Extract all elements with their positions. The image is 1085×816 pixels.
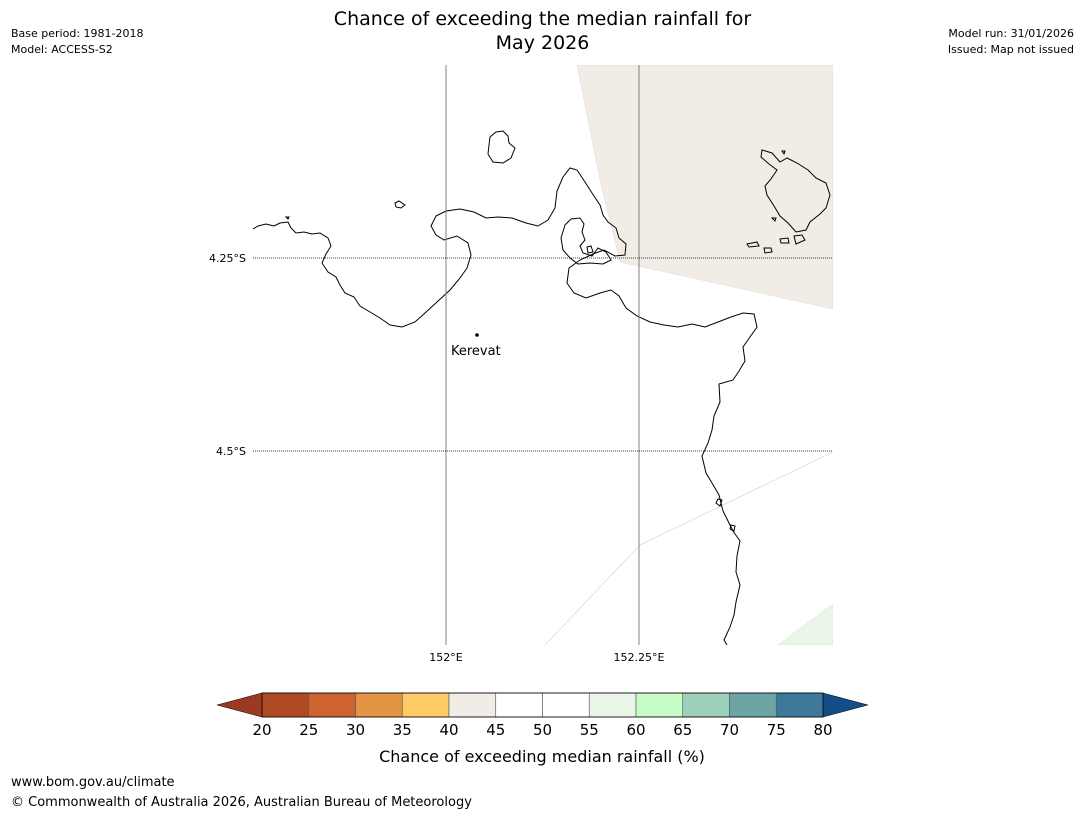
islet-west bbox=[394, 200, 406, 209]
colorbar-segment-4 bbox=[448, 692, 497, 718]
lon-label-152-25e: 152.25°E bbox=[614, 651, 665, 664]
colorbar-over-arrow bbox=[822, 692, 869, 718]
islet-ne-5 bbox=[746, 241, 760, 248]
colorbar-tick-20: 20 bbox=[252, 721, 271, 739]
colorbar-segment-2 bbox=[355, 692, 403, 718]
colorbar-segment-1 bbox=[308, 692, 356, 718]
colorbar-tick-25: 25 bbox=[299, 721, 318, 739]
lat-label-4-5s: 4.5°S bbox=[216, 445, 246, 458]
colorbar-tick-60: 60 bbox=[626, 721, 645, 739]
town-label-kerevat: Kerevat bbox=[451, 344, 501, 359]
colorbar-tick-50: 50 bbox=[533, 721, 552, 739]
colorbar-tick-55: 55 bbox=[580, 721, 599, 739]
model-text: Model: ACCESS-S2 bbox=[11, 43, 113, 56]
colorbar-tick-40: 40 bbox=[439, 721, 458, 739]
colorbar-segment-10 bbox=[729, 692, 777, 718]
town-marker-kerevat bbox=[475, 333, 479, 337]
colorbar-legend: 20 25 30 35 40 45 50 55 60 65 70 75 80 bbox=[216, 692, 869, 739]
colorbar-tick-35: 35 bbox=[393, 721, 412, 739]
island-north bbox=[487, 130, 516, 164]
colorbar-tick-45: 45 bbox=[486, 721, 505, 739]
islet-ne-2 bbox=[770, 217, 777, 222]
islet-ne-6 bbox=[763, 247, 773, 254]
islet-tiny-west bbox=[284, 216, 290, 220]
colorbar-tick-70: 70 bbox=[720, 721, 739, 739]
base-period-text: Base period: 1981-2018 bbox=[11, 27, 144, 40]
graticule bbox=[253, 65, 833, 645]
faint-contour-line bbox=[544, 451, 833, 645]
colorbar-segment-11 bbox=[775, 692, 824, 718]
coastline bbox=[253, 130, 831, 645]
islet-small-east bbox=[586, 245, 594, 254]
colorbar-segment-0 bbox=[261, 692, 310, 718]
islet-ne-4 bbox=[779, 237, 790, 244]
map-title: Chance of exceeding the median rainfall … bbox=[0, 7, 1085, 55]
forecast-region-40-45 bbox=[576, 65, 833, 310]
colorbar-outline bbox=[261, 692, 824, 718]
colorbar-tick-65: 65 bbox=[673, 721, 692, 739]
lon-label-152e: 152°E bbox=[429, 651, 462, 664]
colorbar-segment-6 bbox=[542, 692, 590, 718]
colorbar-title: Chance of exceeding median rainfall (%) bbox=[379, 747, 705, 766]
islet-south-2 bbox=[729, 524, 736, 532]
footer-url: www.bom.gov.au/climate bbox=[11, 775, 175, 790]
coastline-main bbox=[253, 167, 758, 645]
islet-south-1 bbox=[715, 498, 723, 507]
header-right: Model run: 31/01/2026 Issued: Map not is… bbox=[948, 26, 1074, 58]
colorbar-segment-8 bbox=[635, 692, 684, 718]
colorbar-segment-9 bbox=[682, 692, 730, 718]
title-line-2: May 2026 bbox=[495, 32, 590, 54]
islet-ne-1 bbox=[781, 150, 786, 156]
colorbar-tick-75: 75 bbox=[767, 721, 786, 739]
colorbar-segment-5 bbox=[495, 692, 543, 718]
header-left: Base period: 1981-2018 Model: ACCESS-S2 bbox=[11, 26, 143, 58]
islet-ne-3 bbox=[793, 234, 806, 245]
colorbar-segment-3 bbox=[401, 692, 450, 718]
map-area: Kerevat bbox=[253, 65, 833, 645]
colorbar-segment-7 bbox=[588, 692, 637, 718]
issued-text: Issued: Map not issued bbox=[947, 43, 1074, 56]
forecast-region-55-60 bbox=[777, 603, 833, 645]
colorbar-tick-80: 80 bbox=[813, 721, 832, 739]
island-ne bbox=[760, 149, 831, 233]
model-run-text: Model run: 31/01/2026 bbox=[948, 27, 1074, 40]
lat-label-4-25s: 4.25°S bbox=[209, 252, 246, 265]
footer-copyright: © Commonwealth of Australia 2026, Austra… bbox=[11, 795, 472, 810]
colorbar-tick-30: 30 bbox=[346, 721, 365, 739]
title-line-1: Chance of exceeding the median rainfall … bbox=[333, 8, 752, 30]
colorbar-under-arrow bbox=[216, 692, 263, 718]
